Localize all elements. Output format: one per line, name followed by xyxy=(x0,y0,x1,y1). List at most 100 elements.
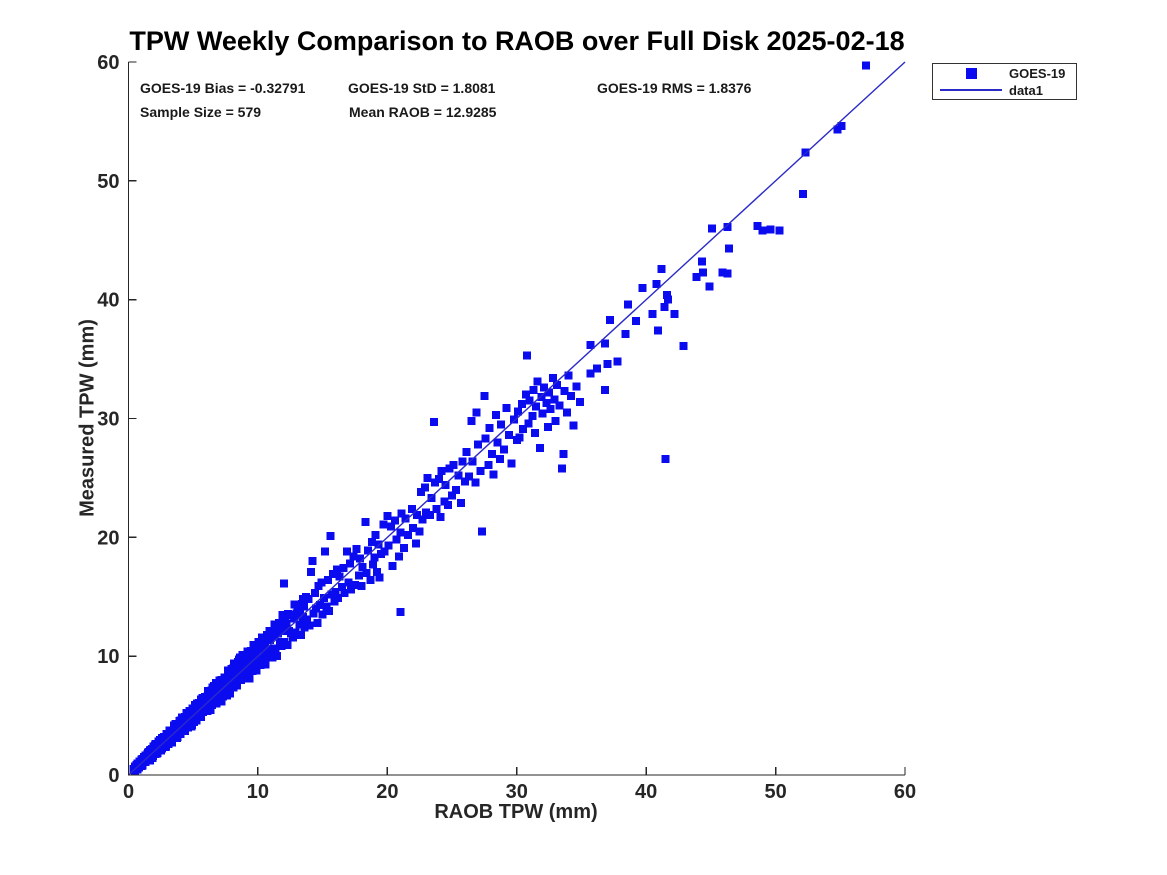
data-point xyxy=(576,397,585,406)
data-point xyxy=(657,264,666,273)
data-point xyxy=(261,660,270,669)
data-point xyxy=(340,589,349,598)
data-point xyxy=(207,686,216,695)
data-point xyxy=(631,317,640,326)
data-point xyxy=(524,419,533,428)
data-point xyxy=(753,221,762,230)
data-point xyxy=(317,578,326,587)
data-point xyxy=(347,585,356,594)
data-point xyxy=(449,460,458,469)
x-tick-label: 10 xyxy=(247,781,269,803)
data-point xyxy=(278,611,287,620)
data-point xyxy=(273,629,282,638)
data-point xyxy=(215,693,224,702)
data-point xyxy=(418,515,427,524)
data-point xyxy=(401,514,410,523)
data-point xyxy=(276,623,285,632)
data-point xyxy=(374,540,383,549)
data-point xyxy=(586,340,595,349)
data-point xyxy=(515,433,524,442)
data-point xyxy=(692,273,701,282)
data-point xyxy=(375,573,384,582)
data-point xyxy=(529,385,538,394)
data-point xyxy=(331,587,340,596)
data-point xyxy=(560,387,569,396)
data-point xyxy=(207,700,216,709)
data-point xyxy=(275,637,284,646)
data-point xyxy=(462,447,471,456)
data-point xyxy=(286,629,295,638)
stat-bias: GOES-19 Bias = -0.32791 xyxy=(140,80,306,96)
data-point xyxy=(517,400,526,409)
data-point xyxy=(653,326,662,335)
data-point xyxy=(272,623,281,632)
data-point xyxy=(371,530,380,539)
legend: GOES-19 data1 xyxy=(932,63,1077,100)
data-point xyxy=(413,510,422,519)
data-point xyxy=(472,408,481,417)
data-point xyxy=(451,485,460,494)
data-point xyxy=(485,424,494,433)
x-tick-label: 20 xyxy=(376,781,398,803)
data-point xyxy=(388,561,397,570)
data-point xyxy=(473,440,482,449)
data-point xyxy=(277,642,286,651)
data-point xyxy=(394,552,403,561)
legend-label-goes19: GOES-19 xyxy=(1009,65,1066,81)
data-point xyxy=(621,330,630,339)
data-point xyxy=(514,407,523,416)
data-point xyxy=(361,517,370,526)
data-point xyxy=(400,544,409,553)
data-point xyxy=(550,395,559,404)
data-point xyxy=(391,516,400,525)
data-point xyxy=(363,546,372,555)
data-point xyxy=(304,595,313,604)
data-point xyxy=(175,721,184,730)
data-point xyxy=(297,630,306,639)
data-point xyxy=(545,388,554,397)
data-point xyxy=(254,637,263,646)
data-point xyxy=(705,282,714,291)
data-point xyxy=(310,589,319,598)
data-point xyxy=(523,351,532,360)
y-tick-label: 0 xyxy=(108,765,119,787)
data-point xyxy=(316,601,325,610)
data-point xyxy=(152,749,161,758)
data-point xyxy=(542,399,551,408)
data-point xyxy=(525,396,534,405)
data-point xyxy=(775,226,784,235)
data-point xyxy=(282,620,291,629)
data-point xyxy=(652,280,661,289)
data-point xyxy=(328,570,337,579)
data-point xyxy=(435,475,444,484)
data-point xyxy=(283,640,292,649)
data-point xyxy=(224,687,233,696)
data-point xyxy=(552,381,561,390)
data-point xyxy=(460,477,469,486)
data-point xyxy=(334,593,343,602)
data-point xyxy=(170,721,179,730)
data-point xyxy=(464,472,473,481)
data-point xyxy=(256,661,265,670)
data-point xyxy=(484,460,493,469)
y-tick-label: 60 xyxy=(97,52,119,74)
data-point xyxy=(293,602,302,611)
data-point xyxy=(495,454,504,463)
data-point xyxy=(624,300,633,309)
data-point xyxy=(471,478,480,487)
data-point xyxy=(648,309,657,318)
x-tick-label: 60 xyxy=(894,781,916,803)
data-point xyxy=(499,445,508,454)
y-tick-label: 20 xyxy=(97,527,119,549)
data-point xyxy=(458,457,467,466)
data-point xyxy=(260,651,269,660)
data-point xyxy=(396,528,405,537)
data-point xyxy=(724,244,733,253)
data-point xyxy=(197,706,206,715)
data-point xyxy=(411,539,420,548)
data-point xyxy=(352,545,361,554)
data-point xyxy=(217,675,226,684)
data-point xyxy=(206,706,215,715)
data-point xyxy=(532,402,541,411)
data-point xyxy=(409,523,418,532)
